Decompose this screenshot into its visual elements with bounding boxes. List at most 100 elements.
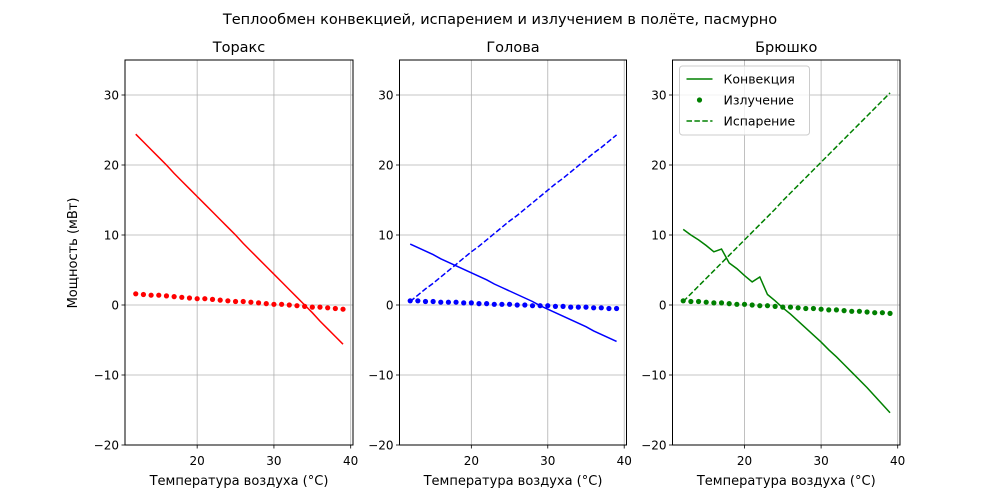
x-tick-label: 20	[190, 454, 205, 468]
series-evaporation	[409, 134, 618, 303]
data-point	[194, 296, 200, 302]
data-point	[872, 310, 878, 316]
data-point	[325, 305, 331, 311]
data-point	[232, 298, 239, 305]
series-convection	[135, 133, 344, 345]
x-axis-label: Температура воздуха (°C)	[423, 474, 603, 489]
panel-title: Торакс	[212, 40, 266, 56]
data-point	[248, 299, 254, 305]
panel-head: 20 30 40 −20 −10 0 10 20 30 Голова Температура воз…	[368, 40, 632, 489]
data-point	[887, 310, 893, 316]
axes-frame	[124, 59, 354, 446]
data-point	[522, 302, 528, 308]
data-point	[879, 310, 885, 316]
legend: Конвекция Излучение Испарение	[679, 65, 810, 136]
data-point	[438, 299, 444, 305]
series-radiation	[133, 291, 346, 312]
data-point	[695, 298, 702, 305]
data-point	[317, 304, 323, 310]
data-point	[598, 305, 604, 311]
data-point	[537, 303, 543, 309]
data-point	[787, 304, 794, 310]
data-point	[711, 300, 717, 306]
data-point	[302, 303, 308, 309]
legend-item-convection: Конвекция	[686, 72, 795, 87]
data-point	[225, 298, 231, 304]
data-point	[552, 303, 559, 309]
data-point	[545, 303, 551, 309]
data-point	[279, 301, 285, 307]
data-point	[476, 301, 482, 307]
data-point	[186, 295, 193, 301]
x-tick-label: 40	[890, 454, 905, 468]
data-point	[749, 302, 755, 308]
data-point	[606, 305, 612, 312]
series-radiation	[407, 298, 620, 312]
y-tick-label: 30	[104, 89, 119, 103]
data-point	[810, 305, 817, 312]
data-point	[148, 292, 154, 298]
data-point	[453, 299, 459, 305]
data-point	[841, 308, 847, 314]
panel-thorax: 20 30 40 −20 −10 0 10 20 30 Торакс Температура воз…	[94, 40, 359, 489]
data-point	[757, 303, 763, 309]
data-point	[340, 306, 346, 312]
data-point	[718, 300, 725, 306]
series-convection	[409, 243, 617, 343]
data-point	[741, 301, 748, 307]
figure-suptitle: Теплообмен конвекцией, испарением и излу…	[222, 12, 777, 28]
data-point	[430, 298, 436, 305]
data-point	[849, 308, 855, 314]
data-point	[156, 292, 162, 298]
panel-abdomen: 20 30 40 −20 −10 0 10 20 30 Брюшко Температура воз…	[641, 40, 905, 489]
y-tick-label: −10	[368, 369, 393, 383]
y-tick-label: −20	[641, 439, 666, 453]
data-point	[499, 301, 505, 307]
data-point	[803, 305, 809, 312]
y-tick-label: 10	[378, 229, 393, 243]
data-point	[780, 304, 786, 310]
y-tick-label: −20	[94, 439, 119, 453]
data-point	[140, 291, 147, 298]
series-evaporation	[682, 92, 891, 303]
data-point	[415, 298, 421, 304]
data-point	[202, 296, 208, 302]
y-tick-label: 0	[659, 299, 667, 313]
data-point	[484, 301, 490, 307]
data-point	[560, 303, 566, 309]
x-tick-label: 20	[464, 454, 479, 468]
data-point	[209, 296, 216, 302]
y-tick-label: 20	[651, 159, 666, 173]
data-point	[864, 309, 870, 315]
legend-item-radiation: Излучение	[696, 93, 794, 108]
y-tick-label: 30	[651, 89, 666, 103]
y-axis-label: Мощность (мВт)	[66, 198, 81, 309]
data-point	[422, 298, 429, 305]
data-point	[826, 307, 832, 313]
x-tick-label: 30	[266, 454, 281, 468]
series-radiation	[680, 298, 893, 316]
svg-text:Испарение: Испарение	[724, 114, 796, 129]
data-point	[583, 304, 589, 310]
x-tick-label: 40	[617, 454, 632, 468]
data-point	[179, 294, 185, 300]
svg-text:Конвекция: Конвекция	[724, 72, 795, 87]
y-tick-label: −20	[368, 439, 393, 453]
data-point	[491, 301, 497, 307]
data-point	[575, 304, 581, 310]
data-point	[591, 305, 597, 311]
y-tick-label: 20	[378, 159, 393, 173]
data-point	[795, 305, 801, 311]
data-point	[133, 291, 139, 297]
data-point	[271, 301, 277, 307]
data-point	[772, 303, 778, 309]
data-point	[764, 303, 771, 309]
data-point	[294, 303, 300, 309]
data-point	[833, 307, 840, 313]
data-point	[856, 308, 863, 314]
y-tick-label: 10	[104, 229, 119, 243]
data-point	[171, 294, 177, 300]
x-axis-label: Температура воздуха (°C)	[149, 474, 329, 489]
data-point	[255, 300, 262, 306]
data-point	[240, 298, 246, 305]
